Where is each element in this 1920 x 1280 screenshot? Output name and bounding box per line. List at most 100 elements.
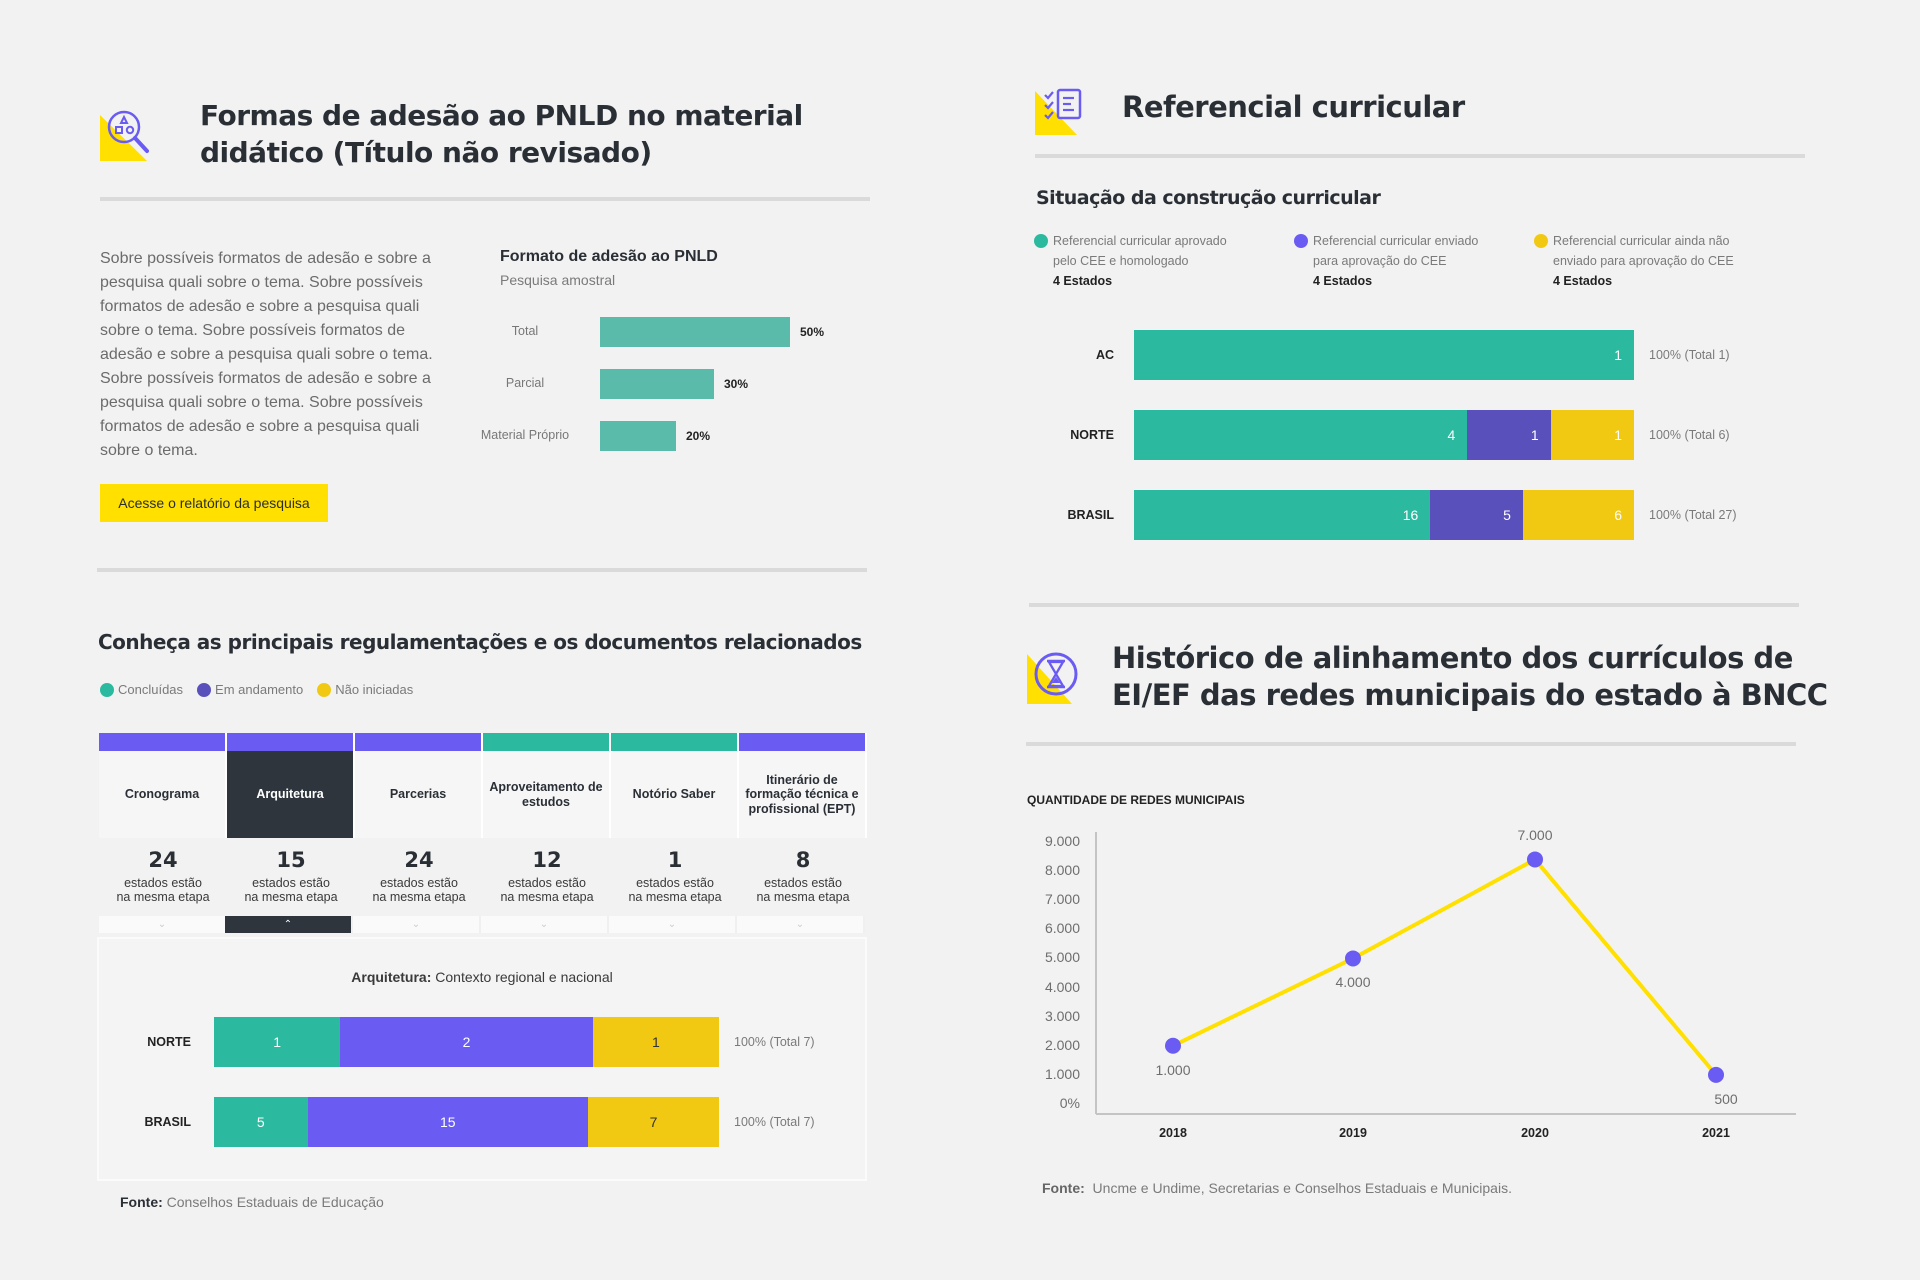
legend-count: 4 Estados	[1553, 274, 1613, 288]
tab-label: Notório Saber	[632, 787, 716, 802]
legend-label: Referencial curricular aprovado	[1053, 234, 1227, 248]
stat-count: 8	[795, 848, 811, 872]
tab-parcerias[interactable]: Parcerias	[355, 733, 483, 838]
data-point[interactable]	[1165, 1037, 1181, 1054]
series-line	[1172, 856, 1718, 1077]
legend-count: 4 Estados	[1313, 274, 1373, 288]
bar-value-label: 50%	[800, 325, 825, 339]
chevron-up-icon[interactable]: ⌃	[225, 916, 353, 933]
row-total-label: 100% (Total 7)	[734, 1035, 815, 1049]
chevron-down-icon[interactable]: ⌄	[737, 916, 865, 933]
y-tick-label: 5.000	[1044, 949, 1080, 966]
data-point[interactable]	[1708, 1066, 1724, 1083]
chevron-down-icon[interactable]: ⌄	[609, 916, 737, 933]
legend-label: Em andamento	[215, 682, 304, 697]
y-tick-label: 6.000	[1044, 920, 1080, 937]
legend-dot-icon	[100, 682, 114, 697]
tab-status-stripe	[227, 733, 353, 751]
pnld-chart-title: Formato de adesão ao PNLD	[500, 248, 718, 265]
stat-description: estados estão na mesma etapa	[244, 876, 338, 905]
bar-segment: 5	[1430, 490, 1523, 540]
pnld-description: Sobre possíveis formatos de adesão e sob…	[100, 250, 433, 459]
data-point[interactable]	[1345, 950, 1361, 967]
stat-description: estados estão na mesma etapa	[628, 876, 722, 905]
stat-description: estados estão na mesma etapa	[500, 876, 594, 905]
referencial-stacked-chart: AC 1 100% (Total 1) NORTE 4 1 1 100% (Total 6) B…	[1040, 320, 1820, 560]
regulamentacoes-expanders: ⌄ ⌃ ⌄ ⌄ ⌄ ⌄	[97, 916, 867, 933]
bar-segment: 1	[592, 1017, 719, 1067]
detail-title-rest: Contexto regional e nacional	[431, 969, 613, 985]
pnld-section-title: Formas de adesão ao PNLD no material did…	[200, 97, 803, 171]
data-point-label: 1.000	[1155, 1061, 1191, 1078]
tab-label: Arquitetura	[227, 751, 353, 838]
bar-category-label: Total	[511, 324, 539, 339]
hourglass-icon	[1026, 648, 1086, 708]
bar-value-label: 30%	[724, 377, 749, 391]
stat-description: estados estão na mesma etapa	[372, 876, 466, 905]
tab-status-stripe	[355, 733, 481, 751]
x-tick-label: 2020	[1521, 1126, 1549, 1140]
y-tick-label: 4.000	[1044, 978, 1080, 995]
tab-aproveitamento-de-estudos[interactable]: Aproveitamento de estudos	[483, 733, 611, 838]
historico-source: Fonte: Uncme e Undime, Secretarias e Con…	[1042, 1180, 1512, 1196]
bar-segment: 6	[1522, 490, 1634, 540]
referencial-legend: Referencial curricular aprovado pelo CEE …	[1034, 231, 1814, 291]
legend-item: Referencial curricular ainda não enviado …	[1534, 231, 1784, 291]
stat-item: 12 estados estão na mesma etapa	[483, 848, 611, 905]
chevron-down-icon[interactable]: ⌄	[353, 916, 481, 933]
stat-item: 15 estados estão na mesma etapa	[227, 848, 355, 905]
data-point-label: 4.000	[1335, 974, 1371, 991]
legend-item: Em andamento	[197, 682, 303, 697]
stat-count: 15	[276, 848, 306, 872]
stat-item: 24 estados estão na mesma etapa	[99, 848, 227, 905]
bar	[600, 369, 714, 399]
x-tick-label: 2018	[1159, 1126, 1187, 1140]
legend-label: enviado para aprovação do CEE	[1553, 254, 1734, 268]
bar-segment: 4	[1134, 410, 1468, 460]
chevron-down-icon[interactable]: ⌄	[99, 916, 227, 933]
regulamentacoes-source: Fonte: Conselhos Estaduais de Educação	[120, 1194, 384, 1210]
legend-label: para aprovação do CEE	[1313, 254, 1447, 268]
chevron-down-icon[interactable]: ⌄	[481, 916, 609, 933]
tab-itiner-rio-de-forma-o-t-cnica-e-profissional-ept-[interactable]: Itinerário de formação técnica e profiss…	[739, 733, 867, 838]
tab-label: Aproveitamento de estudos	[489, 780, 603, 809]
row-category-label: BRASIL	[1067, 508, 1114, 522]
checklist-document-icon	[1033, 85, 1093, 145]
tab-status-stripe	[99, 733, 225, 751]
tab-not-rio-saber[interactable]: Notório Saber	[611, 733, 739, 838]
referencial-title-divider	[1035, 154, 1805, 158]
source-text: Conselhos Estaduais de Educação	[162, 1194, 384, 1210]
stat-item: 1 estados estão na mesma etapa	[611, 848, 739, 905]
tab-arquitetura[interactable]: Arquitetura	[227, 733, 355, 838]
data-point[interactable]	[1527, 851, 1543, 868]
row-total-label: 100% (Total 6)	[1649, 428, 1730, 442]
tab-label: Parcerias	[389, 787, 447, 802]
historico-title-line2: EI/EF das redes municipais do estado à B…	[1112, 678, 1828, 712]
arquitetura-stacked-chart: NORTE 1 2 1 100% (Total 7) BRASIL 5 15 7 100% (To…	[99, 1009, 865, 1169]
stat-count: 1	[667, 848, 683, 872]
bar-category-label: Parcial	[505, 376, 545, 391]
historico-line-chart: 0% 1.000 2.000 3.000 4.000 5.000 6.000 7.000 8.0…	[1020, 820, 1820, 1140]
stat-count: 24	[404, 848, 434, 872]
pnld-bottom-divider	[97, 568, 867, 572]
stat-item: 8 estados estão na mesma etapa	[739, 848, 867, 905]
historico-title-divider	[1026, 742, 1796, 746]
stat-item: 24 estados estão na mesma etapa	[355, 848, 483, 905]
arquitetura-detail-title: Arquitetura: Contexto regional e naciona…	[99, 969, 865, 985]
legend-count: 4 Estados	[1053, 274, 1113, 288]
y-tick-label: 2.000	[1044, 1036, 1080, 1053]
tab-status-stripe	[483, 733, 609, 751]
row-category-label: NORTE	[147, 1035, 191, 1049]
tab-status-stripe	[739, 733, 865, 751]
source-label: Fonte:	[1042, 1180, 1085, 1196]
regulamentacoes-title: Conheça as principais regulamentações e …	[98, 630, 862, 654]
tab-cronograma[interactable]: Cronograma	[99, 733, 227, 838]
magnifier-shapes-icon	[97, 103, 157, 163]
bar-segment: 7	[588, 1097, 719, 1147]
research-report-button[interactable]: Acesse o relatório da pesquisa	[100, 484, 328, 522]
x-tick-label: 2021	[1702, 1126, 1730, 1140]
source-label: Fonte:	[120, 1194, 163, 1210]
legend-item: Não iniciadas	[317, 682, 413, 697]
pnld-title-line2: didático (Título não revisado)	[200, 136, 652, 169]
legend-dot-icon	[1294, 234, 1308, 248]
